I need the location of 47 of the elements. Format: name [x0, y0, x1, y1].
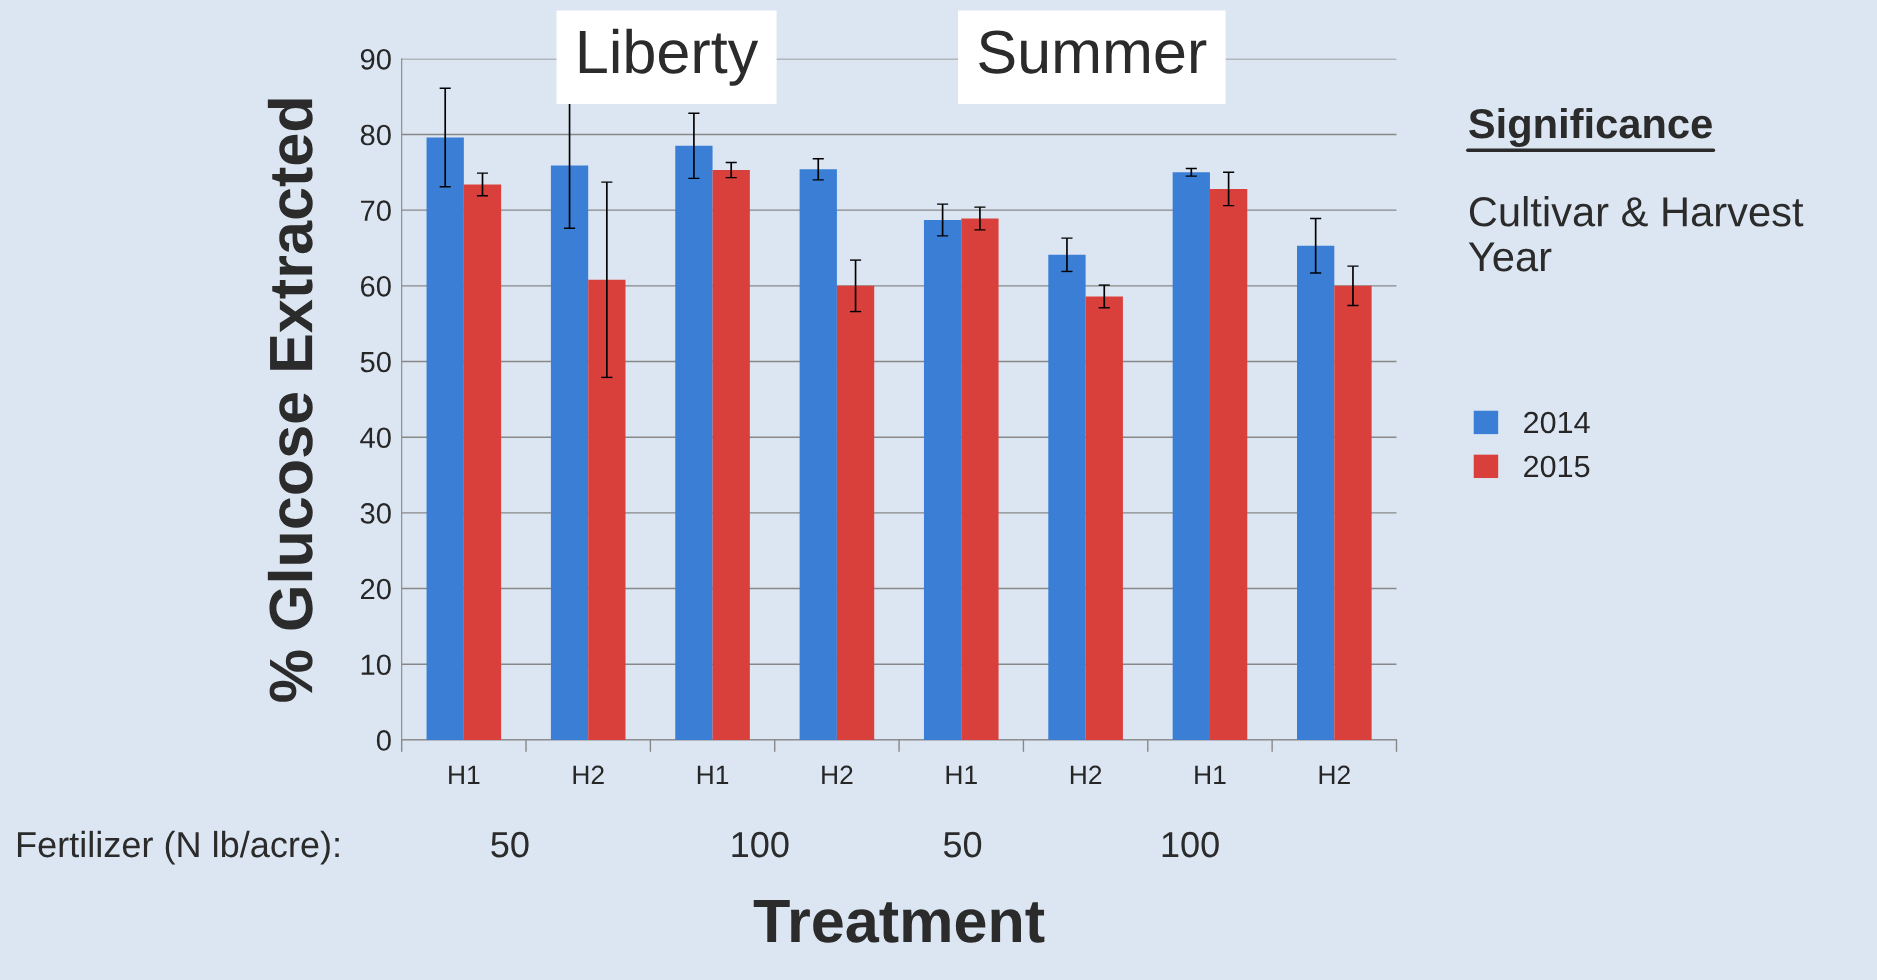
- bar: [1209, 188, 1248, 740]
- text: Significance: [1469, 107, 1712, 147]
- x-tick-label: H1: [449, 765, 480, 785]
- y-tick-label: 20: [360, 578, 391, 600]
- bar: [1334, 285, 1372, 740]
- x-tick-label: H2: [1070, 765, 1102, 785]
- bar: [923, 219, 962, 740]
- legend-label: 2015: [1524, 455, 1590, 478]
- bar: [961, 218, 999, 740]
- x-tick-label: H1: [1195, 765, 1226, 785]
- bar: [1085, 296, 1123, 740]
- bar: [550, 165, 589, 740]
- y-tick-label: 60: [361, 276, 391, 297]
- y-tick-label: 30: [360, 503, 391, 524]
- x-tick-label: H2: [1319, 765, 1350, 785]
- annotation: Liberty: [579, 28, 759, 86]
- text: 50: [943, 831, 982, 858]
- x-axis-title: Treatment: [753, 900, 1045, 943]
- annotation: Summer: [979, 30, 1207, 74]
- legend-label: 2014: [1524, 411, 1590, 434]
- bar: [1172, 172, 1210, 740]
- text: 50: [491, 831, 529, 858]
- bar: [463, 184, 502, 740]
- bar: [836, 285, 875, 740]
- text: 100: [732, 831, 789, 858]
- text: Fertilizer (N lb/acre):: [17, 830, 339, 865]
- y-tick-label: 80: [360, 124, 391, 146]
- bar: [426, 137, 464, 740]
- bar: [1297, 245, 1335, 740]
- bar: [712, 170, 750, 740]
- y-tick-label: 0: [376, 730, 391, 751]
- y-tick-label: 90: [360, 49, 391, 70]
- text: 100: [1162, 831, 1219, 858]
- y-tick-label: 10: [361, 654, 391, 676]
- y-tick-label: 70: [361, 200, 391, 222]
- y-axis-title: % Glucose Extracted: [267, 99, 313, 702]
- x-tick-label: H1: [946, 765, 977, 785]
- bar: [675, 145, 713, 740]
- y-tick-label: 50: [360, 351, 391, 373]
- bar: [799, 169, 837, 740]
- x-tick-label: H2: [573, 765, 604, 785]
- bar: [1048, 254, 1086, 740]
- text: Cultivar & Harvest Year: [1468, 196, 1804, 272]
- y-tick-label: 40: [360, 427, 391, 449]
- x-tick-label: H1: [697, 765, 729, 785]
- x-tick-label: H2: [822, 765, 853, 785]
- bar: [588, 279, 626, 740]
